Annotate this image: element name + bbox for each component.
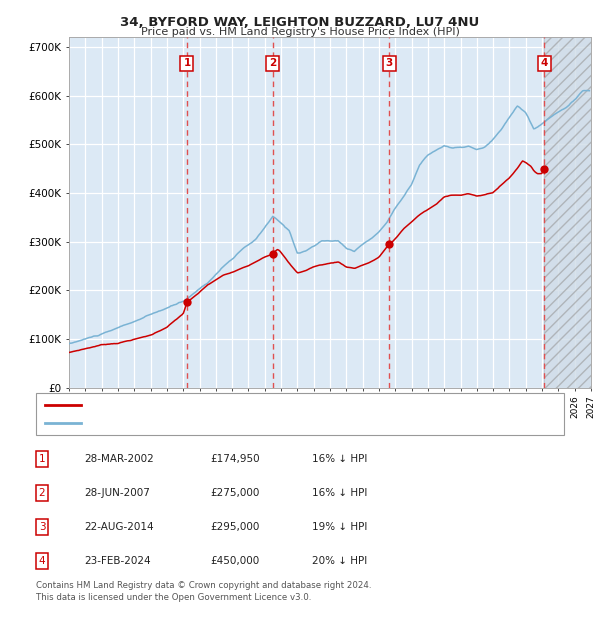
Text: 22-AUG-2014: 22-AUG-2014	[84, 522, 154, 532]
Text: 20% ↓ HPI: 20% ↓ HPI	[312, 556, 367, 566]
Text: 16% ↓ HPI: 16% ↓ HPI	[312, 454, 367, 464]
Text: £275,000: £275,000	[210, 488, 259, 498]
Bar	[544, 37, 591, 387]
Text: 23-FEB-2024: 23-FEB-2024	[84, 556, 151, 566]
Bar	[544, 37, 591, 387]
Text: 16% ↓ HPI: 16% ↓ HPI	[312, 488, 367, 498]
Text: 1: 1	[38, 454, 46, 464]
Text: 34, BYFORD WAY, LEIGHTON BUZZARD, LU7 4NU: 34, BYFORD WAY, LEIGHTON BUZZARD, LU7 4N…	[121, 16, 479, 29]
Text: 2: 2	[38, 488, 46, 498]
Text: £450,000: £450,000	[210, 556, 259, 566]
Text: HPI: Average price, detached house, Central Bedfordshire: HPI: Average price, detached house, Cent…	[88, 418, 376, 428]
Text: 19% ↓ HPI: 19% ↓ HPI	[312, 522, 367, 532]
Text: 28-MAR-2002: 28-MAR-2002	[84, 454, 154, 464]
Text: 3: 3	[386, 58, 393, 68]
Text: 1: 1	[184, 58, 191, 68]
Text: 2: 2	[269, 58, 277, 68]
Text: 4: 4	[38, 556, 46, 566]
Text: 28-JUN-2007: 28-JUN-2007	[84, 488, 150, 498]
Text: £295,000: £295,000	[210, 522, 259, 532]
Text: Contains HM Land Registry data © Crown copyright and database right 2024.: Contains HM Land Registry data © Crown c…	[36, 581, 371, 590]
Text: This data is licensed under the Open Government Licence v3.0.: This data is licensed under the Open Gov…	[36, 593, 311, 601]
Text: Price paid vs. HM Land Registry's House Price Index (HPI): Price paid vs. HM Land Registry's House …	[140, 27, 460, 37]
Text: 34, BYFORD WAY, LEIGHTON BUZZARD, LU7 4NU (detached house): 34, BYFORD WAY, LEIGHTON BUZZARD, LU7 4N…	[88, 400, 422, 410]
Text: 3: 3	[38, 522, 46, 532]
Text: 4: 4	[541, 58, 548, 68]
Text: £174,950: £174,950	[210, 454, 260, 464]
